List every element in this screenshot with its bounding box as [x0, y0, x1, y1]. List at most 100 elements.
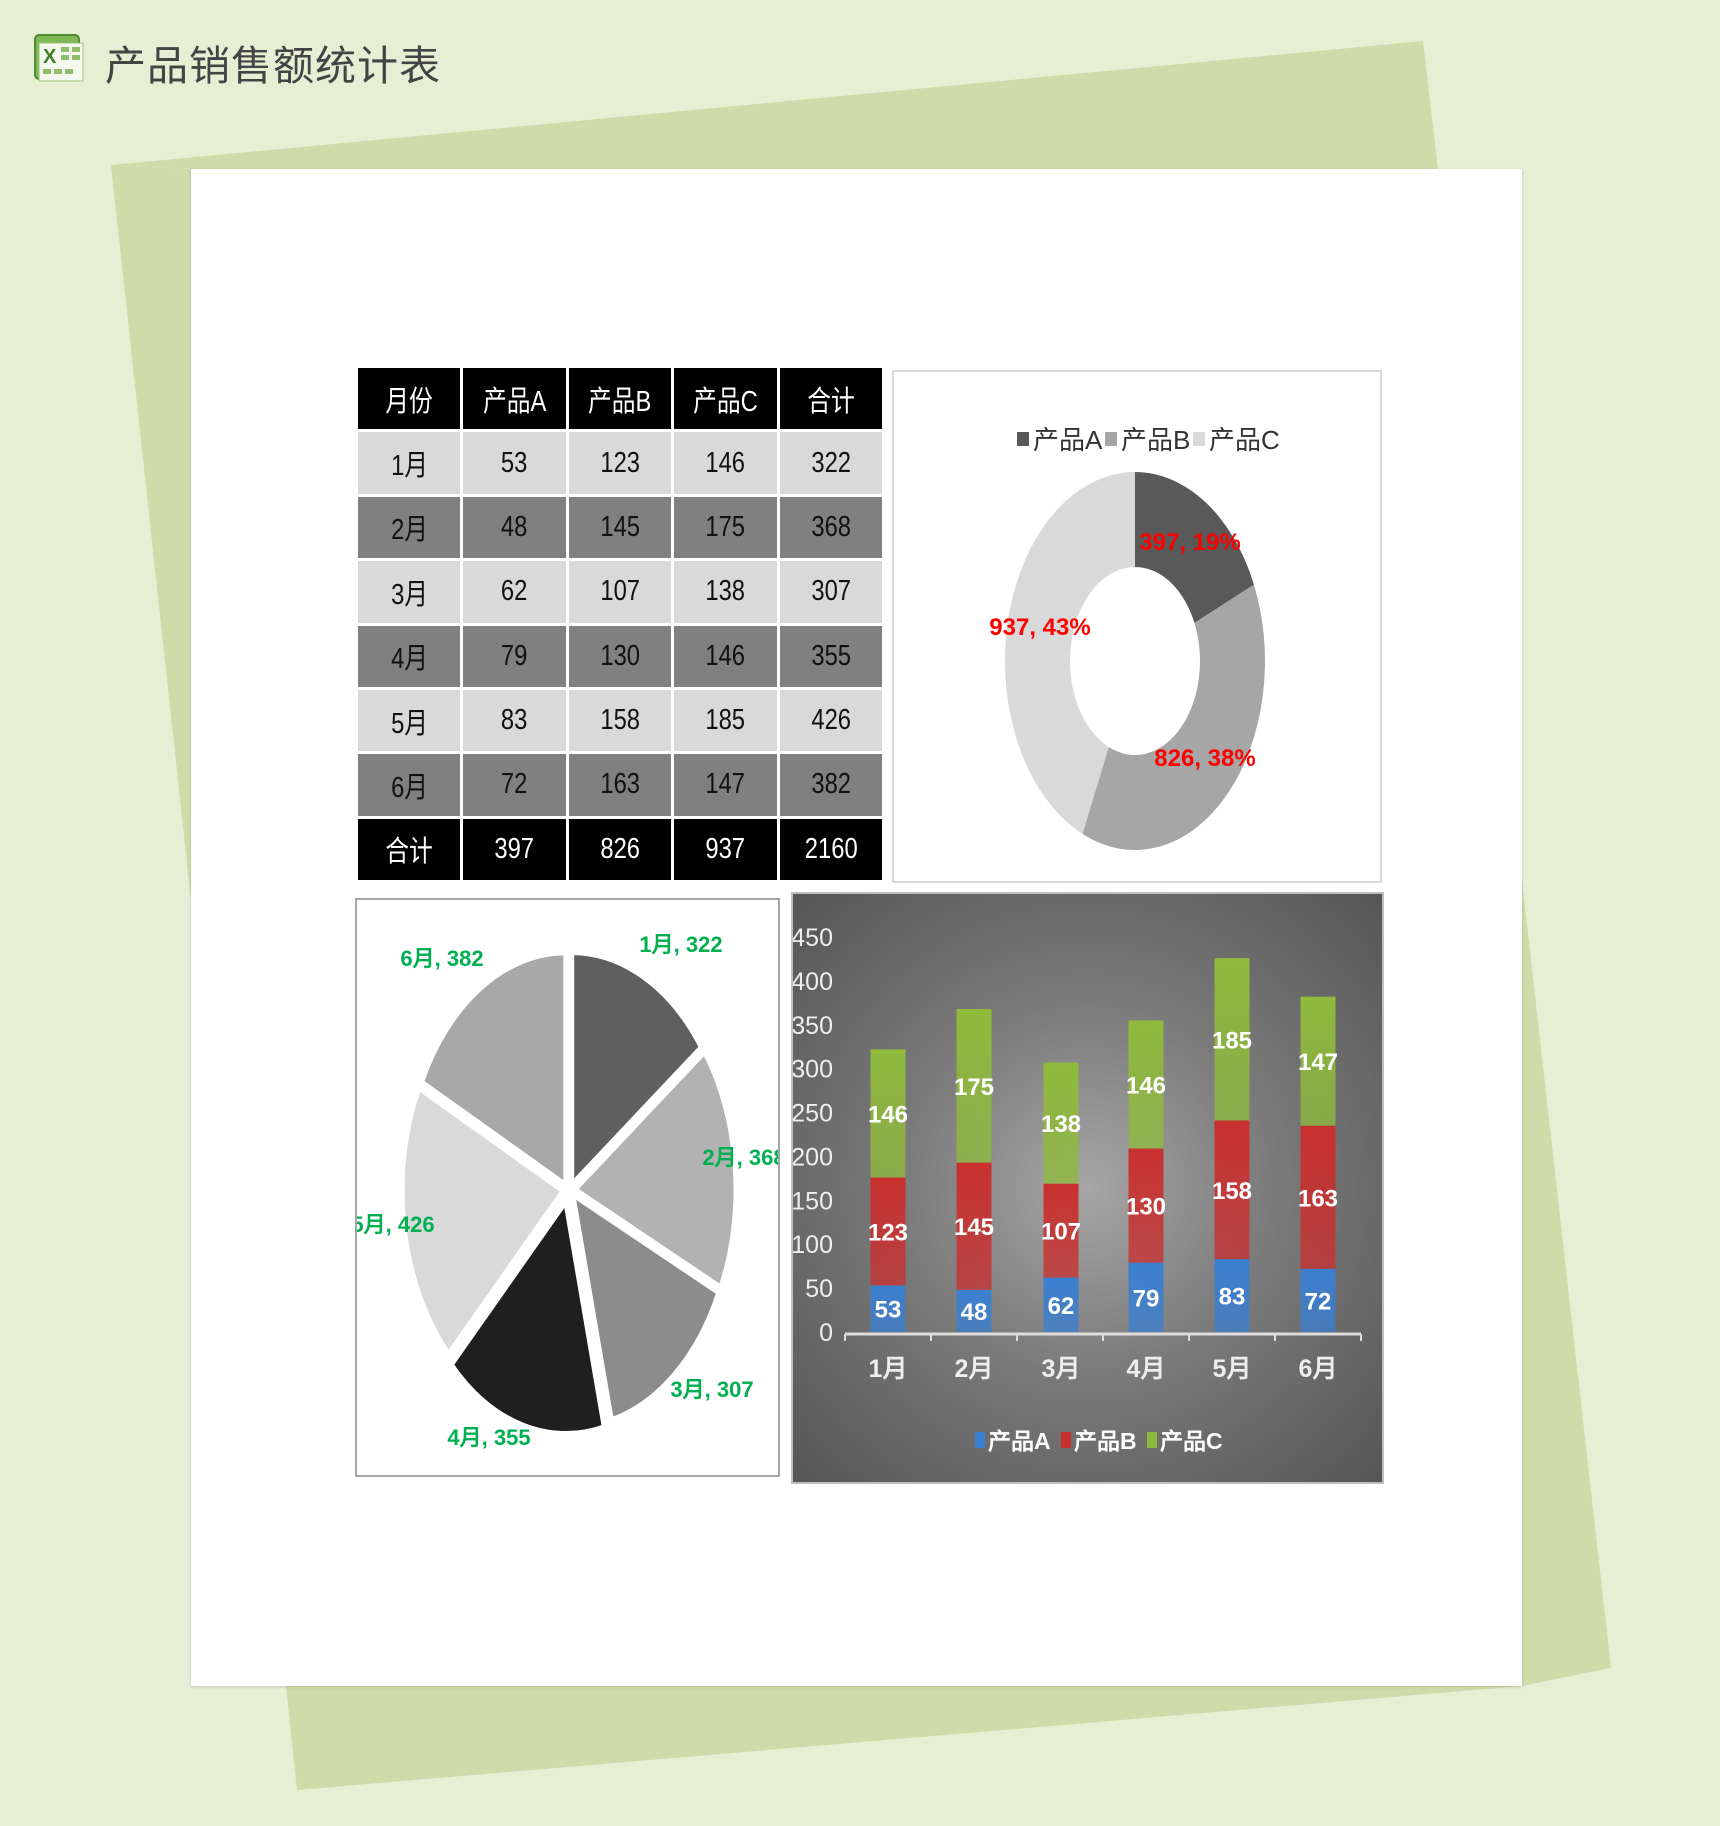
table-row: 2月 48 145 175 368	[354, 493, 886, 562]
bar-segment	[1214, 1120, 1250, 1260]
column-header: 产品C	[671, 364, 780, 433]
bar-segment	[956, 1289, 992, 1332]
data-label: 3月, 307	[670, 1377, 753, 1402]
stacked-bar-chart: 0 50 100 150 200 250 300 350 400 450 53 123 146 1月 48 1…	[791, 892, 1384, 1484]
legend-label: 产品B	[1121, 425, 1190, 455]
sales-table: 月份 产品A 产品B 产品C 合计 1月 53 123 146 322 2月 48 145 17…	[354, 364, 886, 884]
table-cell: 4月	[354, 622, 464, 690]
table-cell: 83	[460, 686, 569, 755]
table-cell: 355	[776, 622, 886, 690]
bar-segment	[1214, 958, 1250, 1121]
bar-data-label: 175	[954, 1074, 994, 1101]
bar-segment	[1300, 1125, 1336, 1269]
x-tick-label: 2月	[955, 1355, 994, 1383]
bar-segment	[1043, 1277, 1079, 1332]
table-cell: 2160	[776, 815, 886, 884]
bar-data-label: 185	[1212, 1027, 1252, 1054]
table-cell: 147	[671, 751, 780, 819]
y-tick-label: 200	[793, 1143, 833, 1171]
bar-data-label: 145	[954, 1214, 994, 1241]
doughnut-chart: 397, 19% 826, 38% 937, 43% 产品A 产品B 产品C	[892, 370, 1382, 883]
table-cell: 5月	[354, 686, 464, 755]
bar-segment	[1043, 1062, 1079, 1184]
pie-slice	[571, 1047, 739, 1292]
doughnut-chart-svg: 397, 19% 826, 38% 937, 43% 产品A 产品B 产品C	[989, 425, 1280, 850]
bar-segment	[1128, 1262, 1164, 1332]
svg-text:X: X	[43, 46, 57, 68]
table-row: 6月 72 163 147 382	[354, 751, 886, 819]
bar-data-label: 146	[868, 1101, 908, 1128]
column-header: 合计	[776, 364, 886, 433]
bar-segment	[1300, 996, 1336, 1126]
legend-label: 产品B	[1074, 1428, 1137, 1454]
bar-segment	[870, 1285, 906, 1332]
legend-swatch	[1061, 1432, 1071, 1448]
table-cell: 3月	[354, 558, 464, 626]
table-cell: 138	[671, 558, 780, 626]
bar-segment	[870, 1177, 906, 1286]
y-tick-label: 150	[793, 1187, 833, 1215]
table-cell: 130	[565, 622, 675, 690]
table-row: 1月 53 123 146 322	[354, 429, 886, 497]
x-tick-label: 5月	[1213, 1355, 1252, 1383]
legend-swatch	[975, 1432, 985, 1448]
table-cell: 158	[565, 686, 675, 755]
pie-slice	[569, 950, 705, 1191]
doughnut-slice	[1082, 584, 1265, 850]
bar-segment	[956, 1162, 992, 1290]
bar-data-label: 72	[1305, 1288, 1332, 1315]
y-tick-label: 350	[793, 1012, 833, 1040]
bar-data-label: 79	[1133, 1285, 1160, 1312]
column-header: 产品B	[565, 364, 675, 433]
table-cell: 2月	[354, 493, 464, 562]
y-tick-label: 400	[793, 968, 833, 996]
bar-data-label: 83	[1219, 1284, 1246, 1311]
table-cell: 826	[565, 815, 675, 884]
table-cell: 382	[776, 751, 886, 819]
bar-data-label: 163	[1298, 1185, 1338, 1212]
bar-segment	[1300, 1268, 1336, 1332]
bar-data-label: 130	[1126, 1194, 1166, 1221]
bar-data-label: 48	[961, 1299, 988, 1326]
table-cell: 6月	[354, 751, 464, 819]
table-cell: 79	[460, 622, 569, 690]
table-cell: 107	[565, 558, 675, 626]
legend-label: 产品C	[1209, 425, 1280, 455]
x-tick-label: 6月	[1299, 1355, 1338, 1383]
table-cell: 175	[671, 493, 780, 562]
stacked-bar-chart-svg: 0 50 100 150 200 250 300 350 400 450 53 123 146 1月 48 1…	[791, 924, 1362, 1454]
table-cell: 1月	[354, 429, 464, 497]
pie-slice	[418, 950, 569, 1190]
data-label: 397, 19%	[1139, 529, 1240, 556]
bar-segment	[870, 1049, 906, 1178]
bar-data-label: 146	[1126, 1072, 1166, 1099]
legend-swatch	[1017, 432, 1029, 446]
pie-chart: 1月, 322 2月, 368 3月, 307 4月, 355 5月, 426 6月, 3…	[351, 898, 786, 1477]
bar-segment	[1128, 1148, 1164, 1263]
table-cell: 123	[565, 429, 675, 497]
table-cell: 146	[671, 429, 780, 497]
table-cell: 145	[565, 493, 675, 562]
y-tick-label: 250	[793, 1100, 833, 1128]
bar-data-label: 138	[1041, 1111, 1081, 1138]
table-cell: 397	[460, 815, 569, 884]
pie-slice	[569, 1189, 722, 1424]
pie-slice	[448, 1195, 608, 1436]
legend-swatch	[1105, 432, 1117, 446]
data-label: 1月, 322	[639, 932, 722, 957]
data-label: 6月, 382	[400, 946, 483, 971]
data-label: 2月, 368	[702, 1145, 778, 1170]
bar-data-label: 107	[1041, 1219, 1081, 1246]
data-label: 5月, 426	[357, 1212, 435, 1237]
table-cell: 368	[776, 493, 886, 562]
table-cell: 48	[460, 493, 569, 562]
bar-segment	[1214, 1259, 1250, 1332]
bar-data-label: 158	[1212, 1178, 1252, 1205]
doughnut-slice	[1135, 472, 1254, 624]
table-cell: 163	[565, 751, 675, 819]
legend-label: 产品A	[988, 1428, 1051, 1454]
column-header: 月份	[354, 364, 464, 433]
y-tick-label: 0	[819, 1319, 833, 1347]
x-tick-label: 3月	[1042, 1355, 1081, 1383]
x-tick-label: 1月	[869, 1355, 908, 1383]
